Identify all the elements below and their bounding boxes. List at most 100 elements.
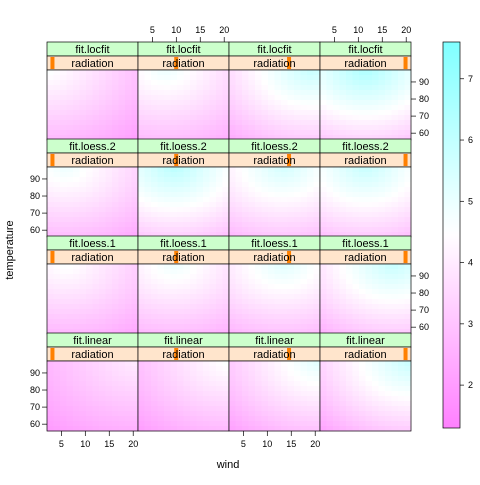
heat-cell <box>170 361 178 367</box>
heat-cell <box>372 314 379 320</box>
heat-cell <box>190 314 197 320</box>
heat-cell <box>157 264 165 270</box>
heat-cell <box>144 426 152 432</box>
heat-cell <box>73 177 80 183</box>
heat-cell <box>307 232 314 238</box>
heat-cell <box>359 264 366 270</box>
heat-cell <box>183 309 191 315</box>
heat-cell <box>86 304 93 310</box>
heat-cell <box>118 105 126 111</box>
heat-cell <box>287 135 295 141</box>
heat-cell <box>287 197 295 203</box>
heat-cell <box>255 75 262 81</box>
heat-cell <box>287 416 295 422</box>
heat-cell <box>60 172 67 178</box>
heat-cell <box>47 361 54 367</box>
heat-cell <box>346 197 353 203</box>
heat-cell <box>105 125 113 131</box>
x-tick-label: 15 <box>104 439 114 449</box>
heat-cell <box>255 197 262 203</box>
heat-cell <box>398 411 405 417</box>
heat-cell <box>333 70 340 76</box>
heat-cell <box>294 366 301 372</box>
y-tick-label: 60 <box>30 419 40 429</box>
heat-cell <box>261 192 269 198</box>
heat-cell <box>222 371 230 377</box>
heat-cell <box>92 386 100 392</box>
heat-cell <box>203 284 210 290</box>
heat-cell <box>92 100 100 106</box>
heat-cell <box>99 192 106 198</box>
heat-cell <box>346 406 353 412</box>
heat-cell <box>105 294 113 300</box>
heat-cell <box>66 232 74 238</box>
heat-cell <box>118 309 126 315</box>
heat-cell <box>216 366 223 372</box>
heat-cell <box>339 222 347 228</box>
heat-cell <box>365 386 373 392</box>
heat-cell <box>235 386 243 392</box>
heat-cell <box>164 70 171 76</box>
heat-cell <box>164 304 171 310</box>
heat-cell <box>47 172 54 178</box>
heat-cell <box>112 222 119 228</box>
heat-cell <box>313 70 321 76</box>
heat-cell <box>404 212 412 218</box>
heat-cell <box>274 381 282 387</box>
heat-cell <box>164 371 171 377</box>
heat-cell <box>398 274 405 280</box>
heat-cell <box>79 289 87 295</box>
heat-cell <box>274 100 282 106</box>
heat-cell <box>47 299 54 305</box>
heat-cell <box>138 105 145 111</box>
heat-cell <box>398 70 405 76</box>
heat-cell <box>248 329 256 335</box>
heat-cell <box>326 197 334 203</box>
model-strip-label: fit.loess.2 <box>342 141 388 153</box>
heat-cell <box>313 416 321 422</box>
heat-cell <box>138 90 145 96</box>
heat-cell <box>313 391 321 397</box>
radiation-level-marker <box>287 57 292 69</box>
heat-cell <box>60 361 67 367</box>
heat-cell <box>112 284 119 290</box>
heat-cell <box>183 401 191 407</box>
heat-cell <box>248 269 256 275</box>
heat-cell <box>47 130 54 136</box>
heat-cell <box>346 75 353 81</box>
heat-cell <box>352 207 360 213</box>
heat-cell <box>170 371 178 377</box>
heat-cell <box>196 207 204 213</box>
heat-cell <box>287 95 295 101</box>
heat-cell <box>190 110 197 116</box>
heat-cell <box>177 396 184 402</box>
heat-cell <box>203 396 210 402</box>
heat-cell <box>268 202 275 208</box>
heat-cell <box>248 202 256 208</box>
heat-cell <box>216 120 223 126</box>
heat-cell <box>372 416 379 422</box>
heat-cell <box>333 232 340 238</box>
heat-cell <box>333 202 340 208</box>
heat-cell <box>60 177 67 183</box>
heat-cell <box>125 361 132 367</box>
heat-cell <box>372 304 379 310</box>
heat-cell <box>157 294 165 300</box>
heat-cell <box>359 202 366 208</box>
heat-cell <box>105 279 113 285</box>
heat-cell <box>398 110 405 116</box>
radiation-level-marker <box>50 348 55 360</box>
heat-cell <box>378 115 386 121</box>
heat-cell <box>209 284 217 290</box>
heat-cell <box>209 187 217 193</box>
heat-cell <box>287 187 295 193</box>
heat-cell <box>138 371 145 377</box>
heat-cell <box>144 90 152 96</box>
heat-cell <box>385 396 392 402</box>
heat-cell <box>112 299 119 305</box>
heat-cell <box>157 416 165 422</box>
heat-cell <box>131 95 139 101</box>
heat-cell <box>300 197 308 203</box>
heat-cell <box>365 172 373 178</box>
heat-cell <box>131 207 139 213</box>
